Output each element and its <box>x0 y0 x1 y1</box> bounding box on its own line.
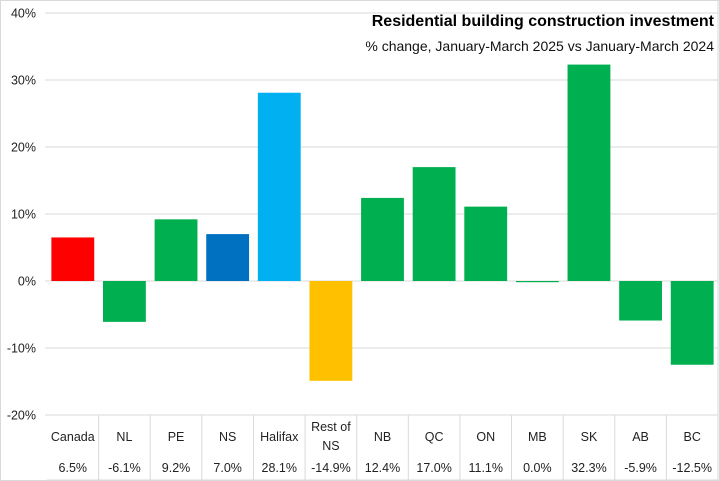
category-label: NL <box>116 430 132 444</box>
data-table-value: -14.9% <box>311 461 351 475</box>
data-table-value: -5.9% <box>624 461 657 475</box>
bar-halifax <box>257 92 301 281</box>
category-label: Rest of <box>311 420 351 434</box>
y-tick-label: -10% <box>7 342 36 356</box>
data-table-value: 6.5% <box>59 461 88 475</box>
bar-on <box>464 206 508 281</box>
bar-pe <box>154 219 198 281</box>
category-label: QC <box>425 430 444 444</box>
bar-canada <box>51 237 95 281</box>
y-tick-label: 20% <box>11 141 36 155</box>
data-table-value: -12.5% <box>672 461 712 475</box>
bar-ns <box>206 234 250 281</box>
chart-subtitle: % change, January-March 2025 vs January-… <box>365 38 714 54</box>
bar-sk <box>567 64 611 281</box>
category-label: ON <box>476 430 495 444</box>
bars <box>51 64 714 381</box>
bar-qc <box>412 167 456 281</box>
bar-ab <box>619 281 662 321</box>
category-label: BC <box>684 430 701 444</box>
bar-bc <box>670 281 714 365</box>
category-label: MB <box>528 430 547 444</box>
category-label: NS <box>322 439 339 453</box>
category-label: Halifax <box>260 430 299 444</box>
y-tick-label: 30% <box>11 74 36 88</box>
y-axis: 40% 30% 20% 10% 0% -10% -20% <box>7 7 36 423</box>
data-table-value: 17.0% <box>416 461 451 475</box>
category-label: SK <box>581 430 598 444</box>
data-table-value: 32.3% <box>571 461 606 475</box>
data-table-value: -6.1% <box>108 461 141 475</box>
y-tick-label: 10% <box>11 208 36 222</box>
data-table-value: 0.0% <box>523 461 552 475</box>
data-table-value: 28.1% <box>262 461 297 475</box>
y-tick-label: -20% <box>7 409 36 423</box>
chart-title: Residential building construction invest… <box>372 13 715 30</box>
data-table-value: 12.4% <box>365 461 400 475</box>
y-tick-label: 0% <box>18 275 36 289</box>
bar-mb <box>515 281 559 283</box>
bar-nb <box>361 197 404 281</box>
category-label: AB <box>632 430 649 444</box>
bar-rest-of-ns <box>309 281 353 381</box>
data-table-value: 7.0% <box>213 461 242 475</box>
category-label: NS <box>219 430 236 444</box>
y-tick-label: 40% <box>11 7 36 21</box>
category-label: Canada <box>51 430 95 444</box>
data-table: Canada 6.5% NL -6.1% PE 9.2% NS 7.0% Halifax 28.1… <box>47 0 719 481</box>
category-label: NB <box>374 430 391 444</box>
data-table-value: 11.1% <box>468 461 503 475</box>
bar-nl <box>103 281 146 322</box>
data-table-value: 9.2% <box>162 461 191 475</box>
category-label: PE <box>168 430 185 444</box>
